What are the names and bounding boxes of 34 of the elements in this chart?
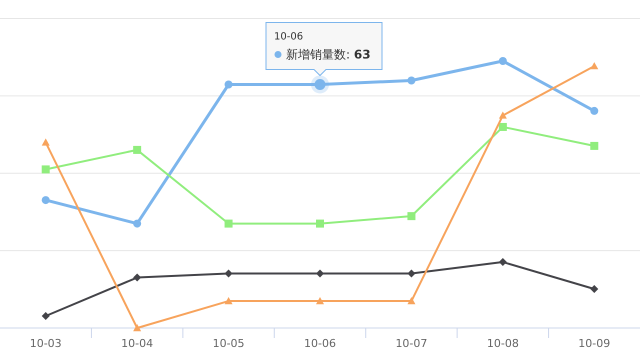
point	[407, 76, 416, 84]
point	[316, 297, 324, 304]
x-tick-label: 10-08	[486, 337, 519, 350]
x-tick-label: 10-07	[395, 337, 428, 350]
x-tick-label: 10-05	[212, 337, 245, 350]
tooltip: 10-06 新增销量数: 63	[266, 22, 382, 76]
point	[590, 285, 598, 294]
point	[42, 138, 50, 146]
annotation: 新增销量数: 63	[286, 47, 371, 62]
point	[42, 165, 50, 174]
x-tick-label: 10-04	[121, 337, 154, 350]
point	[224, 220, 233, 228]
x-tick-label: 10-06	[304, 337, 336, 350]
point	[498, 57, 507, 65]
point	[498, 258, 507, 266]
point	[498, 111, 507, 119]
point	[224, 297, 233, 304]
x-tick-label: 10-03	[30, 337, 62, 350]
point	[590, 142, 598, 150]
point	[498, 122, 507, 131]
point	[42, 312, 50, 320]
point	[133, 274, 142, 282]
point	[133, 220, 142, 228]
point	[133, 146, 142, 154]
point	[133, 324, 142, 332]
point	[224, 80, 233, 88]
point	[407, 212, 416, 220]
point	[316, 220, 324, 228]
point	[407, 297, 416, 304]
point	[42, 196, 50, 204]
point	[590, 62, 598, 70]
point	[590, 106, 598, 115]
point	[316, 270, 324, 278]
x-tick-label: 10-09	[578, 337, 610, 350]
